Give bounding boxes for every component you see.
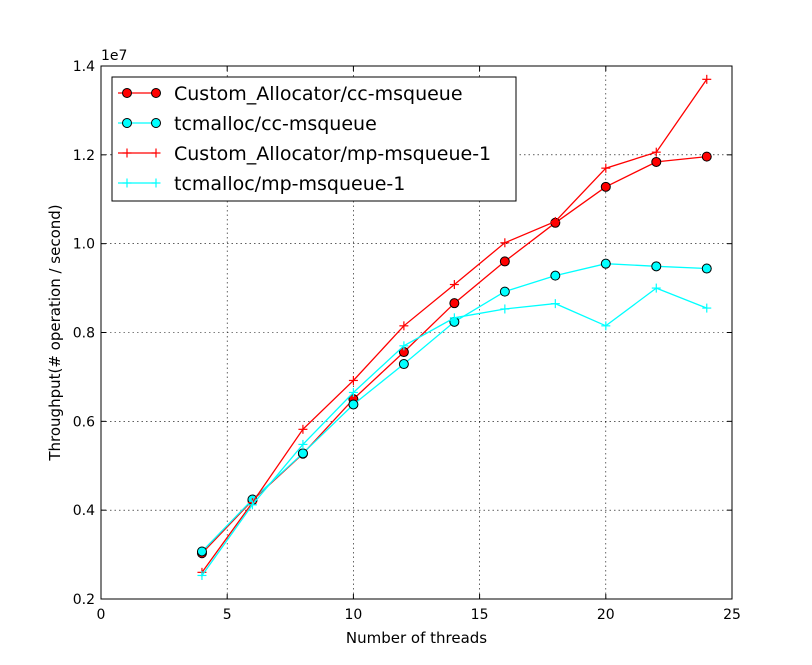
legend-marker [122, 178, 132, 188]
data-point [702, 74, 712, 84]
data-point [398, 359, 409, 370]
data-point [701, 151, 712, 162]
y-tick-label: 1.0 [73, 237, 95, 253]
data-point [651, 156, 662, 167]
data-point [298, 439, 308, 449]
data-point [701, 263, 712, 274]
x-tick-label: 20 [597, 607, 615, 623]
data-point [449, 298, 460, 309]
data-point [247, 500, 257, 510]
legend-marker [151, 148, 161, 158]
y-tick-label: 0.2 [73, 592, 95, 608]
legend: Custom_Allocator/cc-msqueue tcmalloc/cc-m… [111, 76, 517, 202]
data-point [297, 448, 308, 459]
data-point [600, 181, 611, 192]
data-point [348, 387, 358, 397]
y-tick-label: 0.4 [73, 503, 95, 519]
y-tick-label: 1.4 [73, 59, 95, 75]
legend-marker [122, 88, 132, 98]
legend-label: tcmalloc/cc-msqueue [174, 113, 377, 135]
legend-label: Custom_Allocator/cc-msqueue [174, 83, 463, 105]
data-point [702, 303, 712, 313]
data-point [348, 399, 359, 410]
data-point [348, 375, 358, 385]
data-point [499, 286, 510, 297]
data-point [449, 280, 459, 290]
legend-entry: Custom_Allocator/mp-msqueue-1 [118, 143, 491, 165]
data-point [550, 299, 560, 309]
x-axis-label: Number of threads [346, 629, 487, 647]
x-tick-label: 0 [97, 607, 106, 623]
y-tick-label: 0.6 [73, 414, 95, 430]
x-tick-label: 15 [471, 607, 489, 623]
y-tick-label: 0.8 [73, 326, 95, 342]
legend-entry: tcmalloc/mp-msqueue-1 [118, 173, 405, 195]
ticks: 0 5 10 15 20 25 0.2 0.4 0.6 0.8 1.0 1.2 1.4 [73, 59, 741, 623]
data-point [196, 546, 207, 557]
data-point [298, 424, 308, 434]
legend-marker [122, 118, 132, 128]
data-point [449, 313, 459, 323]
x-tick-label: 5 [223, 607, 232, 623]
data-point [601, 163, 611, 173]
data-point [651, 147, 661, 157]
data-point [600, 258, 611, 269]
legend-marker [151, 178, 161, 188]
series-3 [197, 283, 712, 580]
x-tick-label: 25 [723, 607, 741, 623]
data-point [550, 270, 561, 281]
legend-entry: Custom_Allocator/cc-msqueue [118, 83, 463, 105]
data-point [550, 216, 560, 226]
legend-label: tcmalloc/mp-msqueue-1 [174, 173, 405, 195]
legend-label: Custom_Allocator/mp-msqueue-1 [174, 143, 491, 165]
data-point [499, 256, 510, 267]
legend-marker [122, 148, 132, 158]
data-point [500, 238, 510, 248]
legend-box [111, 76, 517, 202]
y-offset-text: 1e7 [101, 48, 127, 64]
legend-marker [151, 88, 161, 98]
data-point [651, 261, 662, 272]
y-axis-label: Throughput(# operation / second) [46, 204, 64, 461]
legend-marker [151, 118, 161, 128]
legend-entry: tcmalloc/cc-msqueue [118, 113, 377, 135]
y-tick-label: 1.2 [73, 148, 95, 164]
data-point [601, 321, 611, 331]
data-point [500, 304, 510, 314]
series-layer [196, 74, 712, 580]
data-point [399, 321, 409, 331]
x-tick-label: 10 [344, 607, 362, 623]
data-point [651, 283, 661, 293]
data-point [197, 570, 207, 580]
data-point [399, 341, 409, 351]
